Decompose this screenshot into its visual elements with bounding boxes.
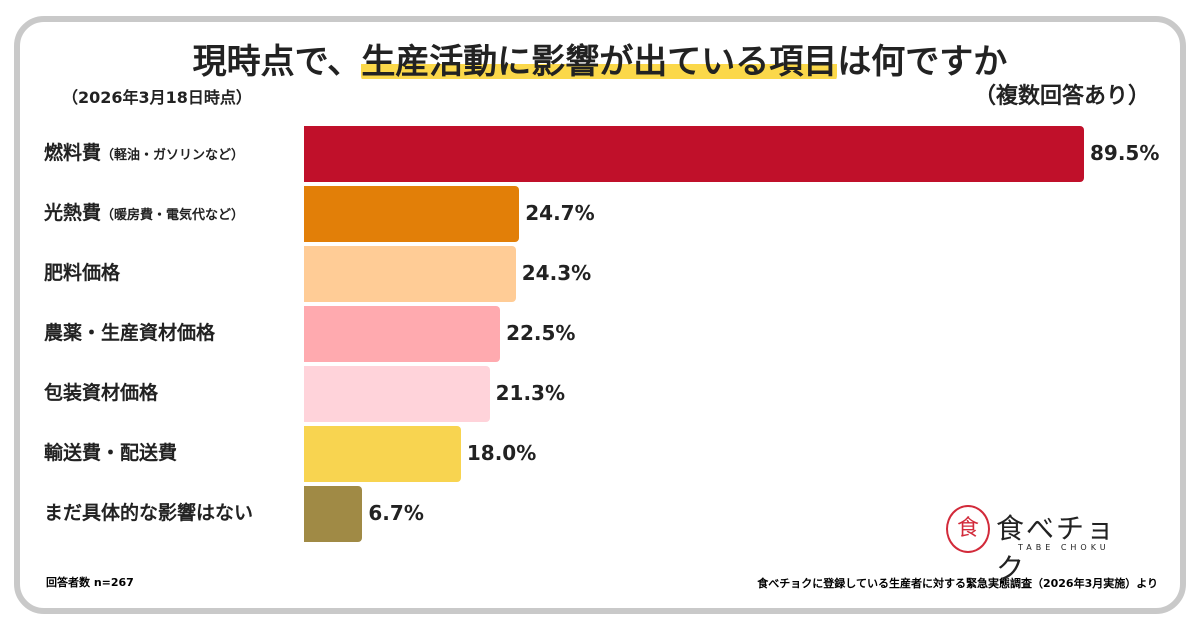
chart-title: 現時点で、生産活動に影響が出ている項目は何ですか [0, 34, 1200, 83]
category-main: まだ具体的な影響はない [44, 502, 254, 524]
category-main: 光熱費 [44, 202, 102, 224]
bar [304, 126, 1084, 182]
category-label: まだ具体的な影響はない [44, 498, 253, 525]
logo-sub: TABE CHOKU [1018, 543, 1110, 552]
date-note: （2026年3月18日時点） [62, 88, 252, 107]
value-label: 22.5% [506, 321, 576, 345]
category-main: 肥料価格 [44, 262, 121, 284]
value-label: 89.5% [1090, 141, 1160, 165]
bar [304, 306, 501, 362]
category-label: 肥料価格 [44, 258, 120, 285]
category-label: 光熱費（暖房費・電気代など） [44, 198, 244, 225]
bar [304, 366, 490, 422]
category-sub: （軽油・ガソリンなど） [101, 148, 245, 163]
bar [304, 426, 461, 482]
bar [304, 246, 516, 302]
card-frame [14, 16, 1186, 614]
category-sub: （暖房費・電気代など） [101, 208, 245, 223]
title-prefix: 現時点で、 [192, 42, 362, 82]
tabechoku-logo: 食 食べチョク TABE CHOKU [946, 505, 1136, 585]
respondent-count: 回答者数 n=267 [46, 576, 134, 589]
value-label: 18.0% [466, 441, 537, 465]
source-note: 食べチョクに登録している生産者に対する緊急実態調査（2026年3月実施）より [757, 577, 1158, 590]
category-label: 輸送費・配送費 [44, 438, 177, 465]
category-main: 農薬・生産資材価格 [44, 322, 216, 344]
logo-mark-icon: 食 [946, 505, 990, 553]
bar [304, 486, 363, 542]
category-main: 包装資材価格 [44, 382, 159, 404]
logo-word: 食べチョク [996, 512, 1117, 585]
category-main: 輸送費・配送費 [44, 442, 178, 464]
bar [304, 186, 520, 242]
category-label: 包装資材価格 [44, 378, 158, 405]
title-highlight: 生産活動に影響が出ている項目 [361, 42, 838, 82]
category-main: 燃料費 [44, 142, 102, 164]
category-label: 農薬・生産資材価格 [44, 318, 215, 345]
value-label: 24.7% [525, 201, 595, 225]
category-label: 燃料費（軽油・ガソリンなど） [44, 138, 244, 165]
value-label: 24.3% [521, 261, 592, 285]
multi-answer-note: （複数回答あり） [973, 84, 1150, 109]
title-suffix: は何ですか [837, 42, 1008, 82]
value-label: 6.7% [368, 501, 424, 525]
value-label: 21.3% [495, 381, 566, 405]
